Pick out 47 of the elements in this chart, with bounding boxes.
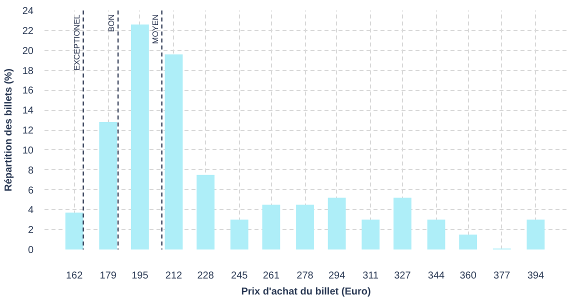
y-tick-label: 4 bbox=[28, 205, 34, 216]
y-tick-label: 12 bbox=[22, 126, 34, 136]
y-axis-title: Répartition des billets (%) bbox=[3, 68, 14, 192]
x-tick-label: 327 bbox=[394, 270, 412, 282]
y-tick-label: 2 bbox=[28, 225, 34, 236]
bar bbox=[328, 198, 346, 250]
x-tick-label: 360 bbox=[460, 270, 477, 282]
y-tick-label: 8 bbox=[28, 165, 34, 176]
y-tick-label: 0 bbox=[28, 245, 34, 256]
bar bbox=[196, 174, 215, 250]
bar bbox=[99, 122, 118, 250]
y-tick-label: 20 bbox=[22, 46, 34, 57]
ref-line-label: MOYEN bbox=[150, 14, 160, 44]
bar bbox=[394, 198, 412, 250]
x-tick-label: 228 bbox=[197, 270, 214, 282]
bar bbox=[526, 220, 545, 250]
bar bbox=[164, 54, 183, 250]
bar bbox=[296, 204, 314, 250]
x-tick-label: 179 bbox=[100, 270, 117, 282]
bar bbox=[230, 220, 248, 250]
bar bbox=[427, 220, 446, 250]
x-tick-label: 344 bbox=[428, 270, 446, 282]
bar bbox=[262, 204, 280, 250]
y-tick-label: 22 bbox=[22, 26, 34, 37]
x-tick-label: 195 bbox=[132, 270, 149, 282]
x-tick-label: 311 bbox=[362, 270, 380, 282]
y-tick-label: 10 bbox=[22, 145, 34, 156]
ref-line-label: BON bbox=[107, 14, 116, 32]
x-tick-label: 245 bbox=[231, 270, 248, 282]
bar bbox=[362, 220, 380, 250]
ref-line-label: EXCEPTIONEL bbox=[72, 14, 82, 71]
x-tick-label: 377 bbox=[494, 270, 511, 282]
x-tick-label: 212 bbox=[165, 270, 183, 282]
bar bbox=[459, 234, 478, 250]
x-tick-label: 394 bbox=[527, 270, 544, 282]
x-tick-label: 278 bbox=[296, 270, 314, 282]
x-tick-label: 162 bbox=[66, 270, 84, 282]
x-tick-label: 294 bbox=[328, 270, 346, 282]
bar bbox=[65, 212, 84, 250]
y-tick-label: 16 bbox=[22, 86, 34, 97]
x-tick-label: 261 bbox=[262, 270, 280, 282]
y-tick-label: 18 bbox=[22, 66, 34, 77]
y-tick-label: 24 bbox=[22, 6, 34, 17]
y-tick-label: 14 bbox=[22, 106, 34, 117]
x-axis-title: Prix d'achat du billet (Euro) bbox=[241, 286, 371, 298]
bar bbox=[131, 24, 149, 250]
y-tick-label: 6 bbox=[28, 185, 34, 196]
